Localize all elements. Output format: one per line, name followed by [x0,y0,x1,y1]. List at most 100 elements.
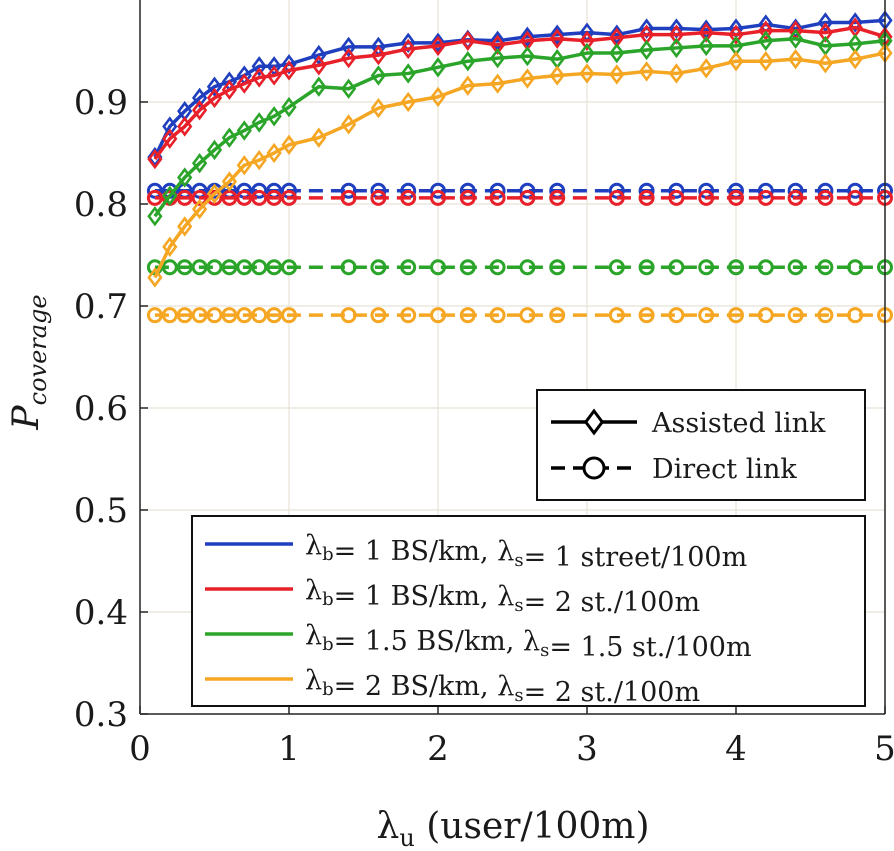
direct-series-2 [146,189,893,206]
direct-point [757,189,774,206]
assisted-point [236,120,252,141]
assisted-point [370,97,387,119]
legend-params-entry: λb= 1 BS/km, λs= 2 st./100m [205,575,700,618]
direct-point [400,259,417,276]
direct-point [161,307,178,324]
direct-point [519,182,536,199]
x-axis-label: λu (user/100m) [377,806,650,851]
legend-params-label: λb= 2 BS/km, λs= 2 st./100m [305,665,700,708]
assisted-point [162,236,178,258]
legend-circle-marker [582,456,606,480]
direct-point [206,307,223,324]
direct-point [281,307,297,324]
direct-point [638,307,655,324]
legend-params-label: λb= 1 BS/km, λs= 1 street/100m [305,530,747,573]
direct-point [191,259,208,276]
assisted-point [787,48,804,70]
legend-params-label: λb= 1 BS/km, λs= 2 st./100m [305,575,700,618]
direct-point [430,307,446,324]
direct-point [817,189,834,206]
direct-point [549,307,566,324]
assisted-point [460,75,476,96]
direct-point [519,259,536,276]
assisted-point [549,65,565,86]
assisted-point [668,37,685,59]
assisted-point [579,30,595,51]
y-tick-label: 0.6 [74,389,128,429]
direct-point [787,307,804,324]
direct-point [728,189,744,206]
direct-point [251,259,268,276]
direct-point [668,259,685,276]
direct-point [266,259,283,276]
assisted-point [698,58,714,79]
x-tick-label: 3 [576,729,598,769]
legend-style-label: Assisted link [651,408,826,439]
direct-point [400,307,417,324]
direct-point [191,189,208,206]
assisted-point [266,65,282,86]
direct-point [236,189,253,206]
direct-point [251,189,268,206]
assisted-point [147,267,163,288]
direct-point [146,307,163,324]
direct-point [489,259,506,276]
assisted-point [430,86,446,108]
legend-style-box [536,389,866,501]
direct-point [668,182,685,199]
x-axis-unit: (user/100m) [415,806,650,847]
assisted-point [311,55,327,76]
assisted-point [519,45,536,67]
direct-point [459,259,476,276]
x-tick-label: 2 [427,729,449,769]
direct-point [340,189,357,206]
assisted-point [281,96,297,118]
assisted-point [340,36,357,58]
assisted-point [698,35,714,57]
direct-point [847,182,864,199]
direct-point [430,189,446,206]
assisted-point [489,34,506,56]
direct-point [370,259,387,276]
assisted-point [177,216,193,237]
legend-params-box [191,515,866,707]
direct-point [340,259,357,276]
direct-point [698,307,715,324]
legend-style-entry: Direct link [551,454,797,485]
assisted-point [147,206,163,227]
assisted-point [370,44,387,66]
assisted-point [281,54,297,75]
assisted-point [370,65,387,86]
legend-params-entry: λb= 1 BS/km, λs= 1 street/100m [205,530,747,573]
assisted-point [609,24,625,45]
direct-point [206,259,223,276]
direct-point [221,307,238,324]
assisted-point [758,30,774,51]
assisted-point [698,22,714,43]
assisted-point [177,167,193,188]
direct-point [176,189,193,206]
direct-point [728,259,744,276]
assisted-point [460,30,476,51]
assisted-point [311,44,327,66]
assisted-point [758,51,774,72]
direct-point [251,307,268,324]
assisted-point [281,60,297,81]
direct-point [191,307,208,324]
direct-point [370,307,387,324]
assisted-point [758,20,774,41]
direct-point [430,182,446,199]
direct-series-3 [146,259,893,276]
assisted-point [236,155,252,176]
assisted-point [638,18,655,39]
assisted-point [221,79,238,100]
assisted-point [489,47,506,69]
y-tick-label: 0.4 [74,593,128,633]
direct-point [847,259,864,276]
direct-point [787,259,804,276]
assisted-point [266,142,282,164]
assisted-point [847,48,863,70]
x-tick-label: 1 [278,729,300,769]
direct-point [281,259,297,276]
direct-series-4 [146,307,893,324]
